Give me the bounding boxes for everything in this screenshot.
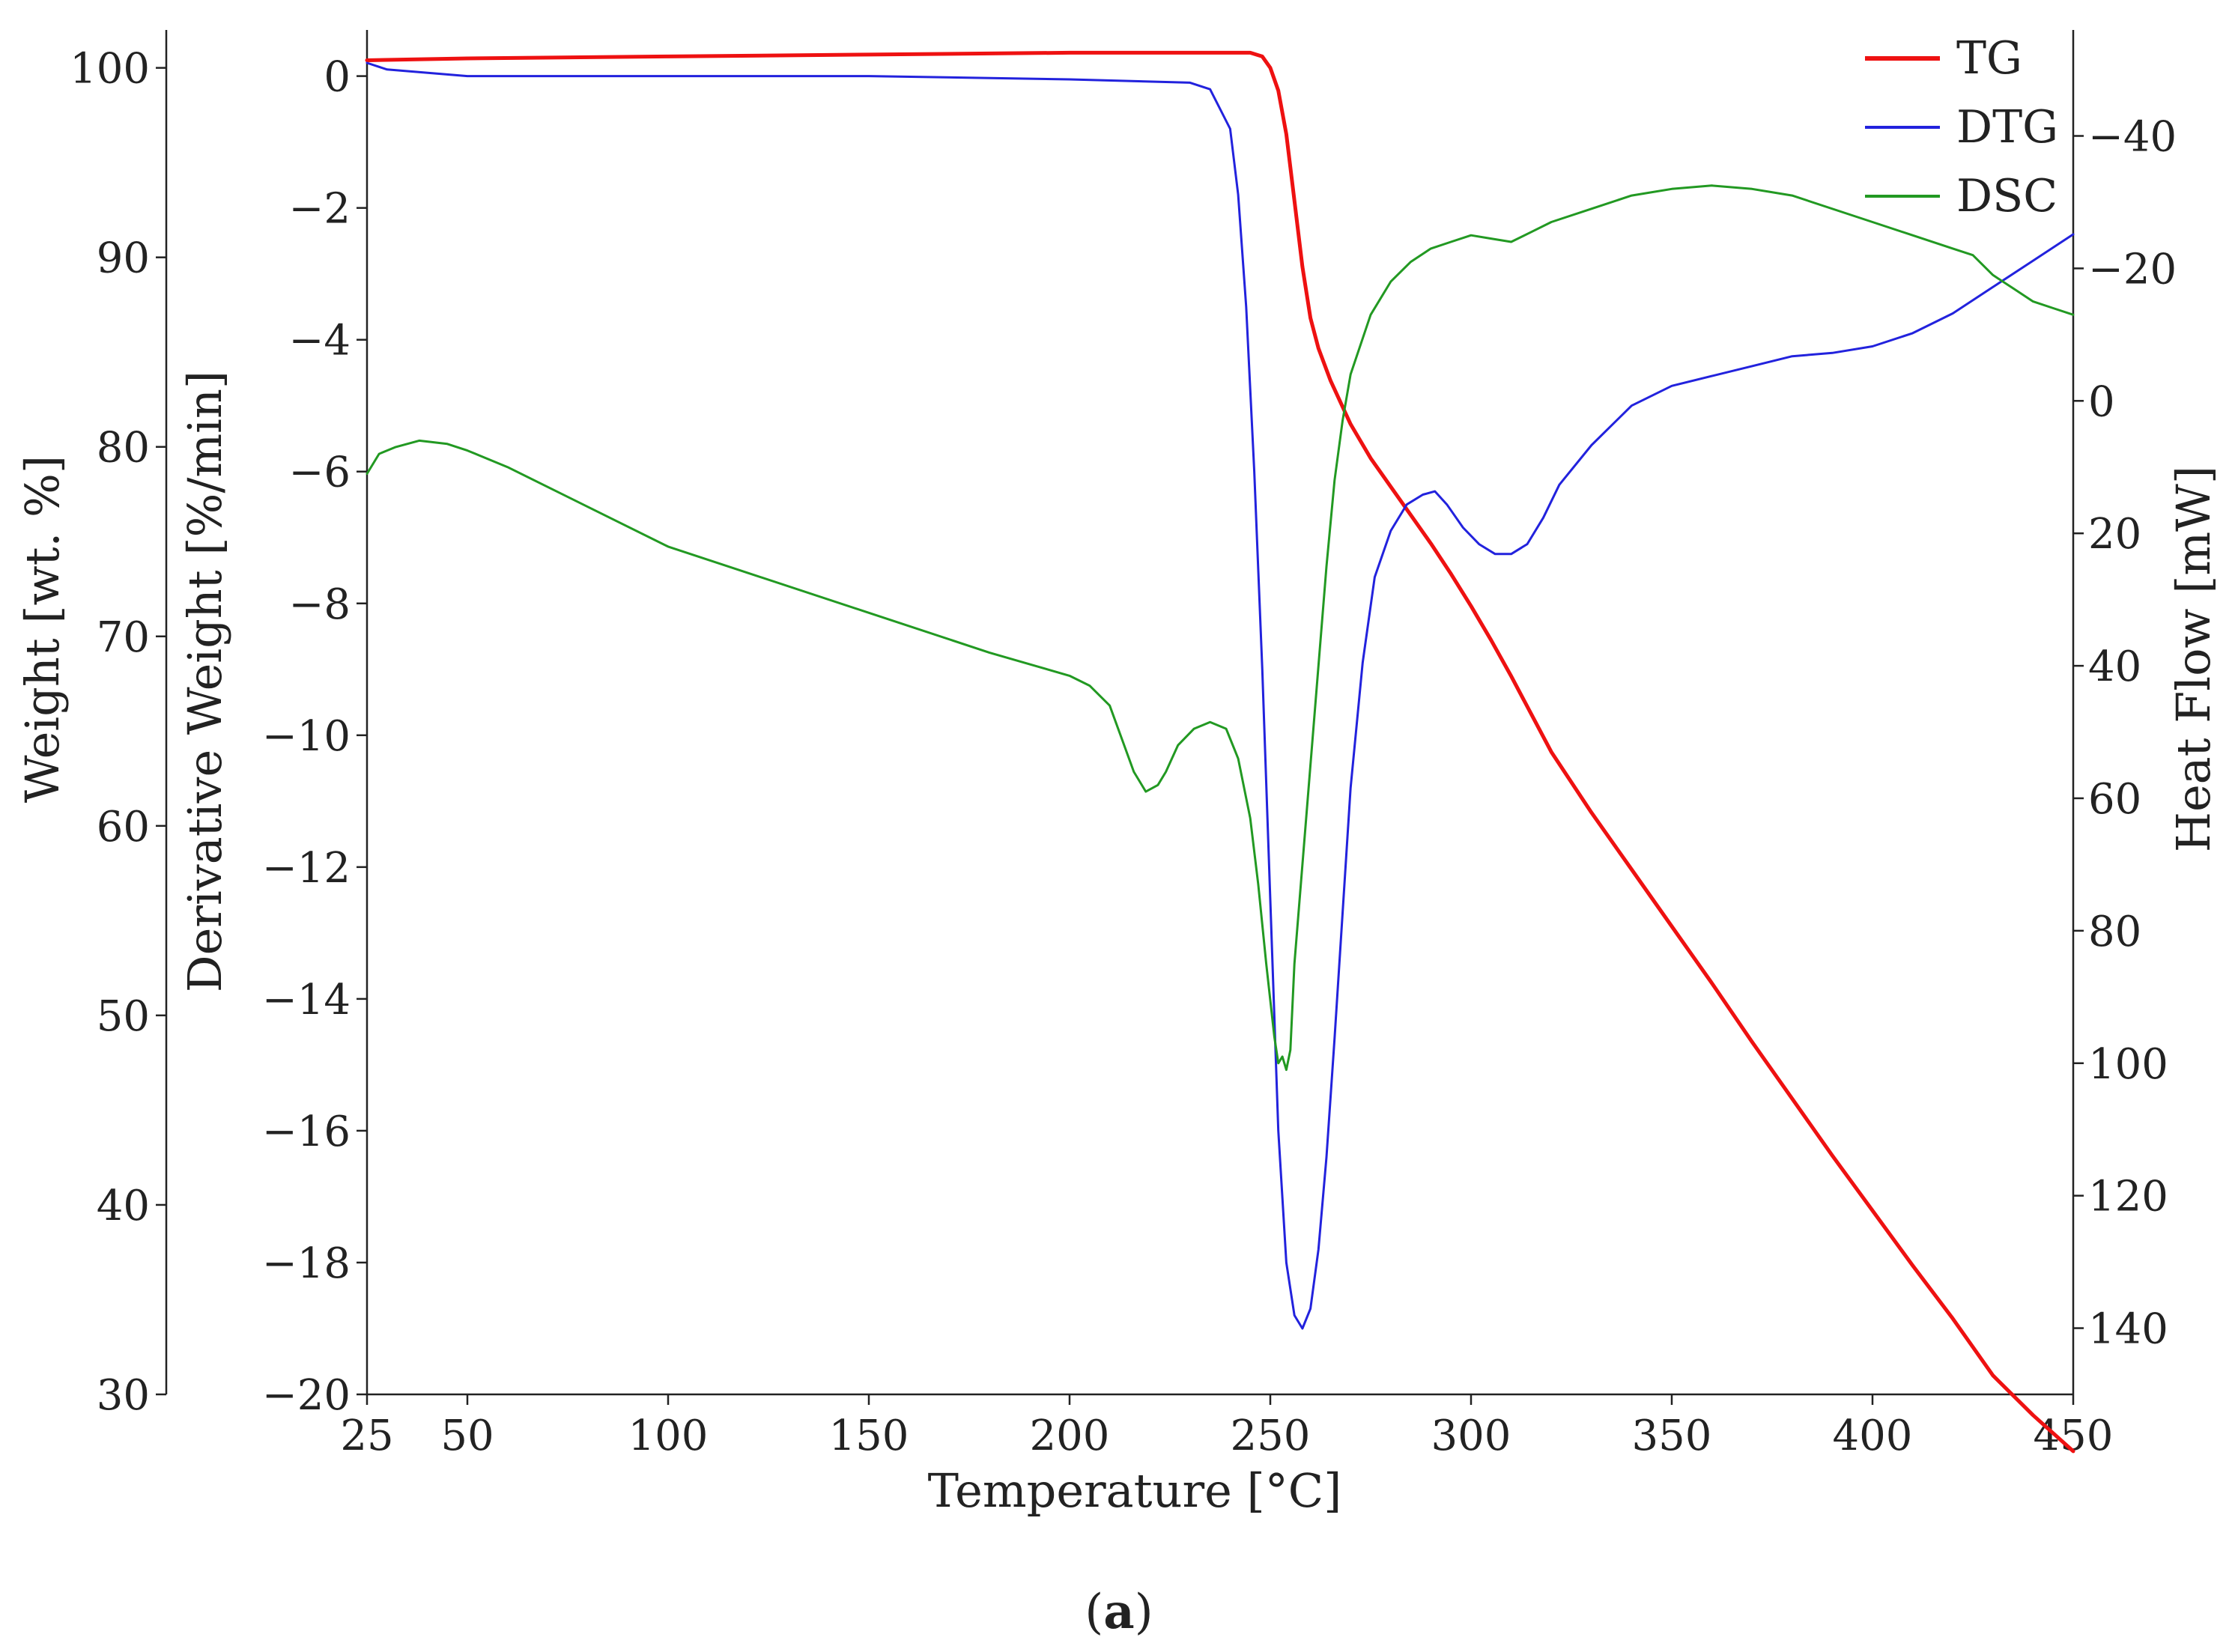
derivative-tick-label: −18 xyxy=(262,1239,351,1288)
series-line-dsc xyxy=(366,184,2075,1072)
series-line-tg xyxy=(365,50,2075,1454)
legend-label-dtg: DTG xyxy=(1956,101,2058,154)
heatflow-axis-title: Heat Flow [mW] xyxy=(2166,466,2221,852)
x-tick-label: 50 xyxy=(440,1412,494,1460)
heatflow-tick-label: 140 xyxy=(2088,1305,2168,1354)
weight-tick-label: 60 xyxy=(97,803,150,851)
heatflow-tick-label: −20 xyxy=(2088,245,2177,294)
derivative-tick-label: 0 xyxy=(324,53,351,102)
heatflow-tick-label: 100 xyxy=(2088,1040,2168,1089)
legend-label-tg: TG xyxy=(1956,32,2022,85)
axes-layer: 25 50 100 150 200 250 300 350 400 450304050607080… xyxy=(70,30,2177,1460)
caption-letter: a xyxy=(1103,1584,1134,1640)
derivative-tick-label: −6 xyxy=(288,449,351,497)
x-tick-label: 350 xyxy=(1632,1412,1712,1460)
weight-tick-label: 80 xyxy=(97,424,150,473)
weight-tick-label: 90 xyxy=(97,234,150,283)
heatflow-tick-label: 60 xyxy=(2088,775,2141,824)
x-tick-label: 300 xyxy=(1431,1412,1511,1460)
weight-tick-label: 40 xyxy=(97,1182,150,1230)
x-tick-label: 25 xyxy=(340,1412,393,1460)
x-tick-label: 100 xyxy=(628,1412,709,1460)
heatflow-tick-label: 0 xyxy=(2088,377,2115,426)
heatflow-tick-label: 120 xyxy=(2088,1173,2168,1221)
caption-open: ( xyxy=(1085,1585,1103,1640)
x-tick-label: 150 xyxy=(829,1412,909,1460)
weight-tick-label: 100 xyxy=(70,45,150,94)
derivative-tick-label: −10 xyxy=(262,712,351,761)
derivative-tick-label: −16 xyxy=(262,1108,351,1156)
figure-caption: (a) xyxy=(1085,1584,1153,1640)
legend-label-dsc: DSC xyxy=(1956,170,2057,222)
derivative-tick-label: −2 xyxy=(288,185,351,234)
x-tick-label: 250 xyxy=(1231,1412,1311,1460)
derivative-tick-label: −14 xyxy=(262,976,351,1024)
derivative-tick-label: −12 xyxy=(262,844,351,893)
derivative-axis-title: Derivative Weight [%/min] xyxy=(178,371,232,992)
weight-tick-label: 30 xyxy=(97,1371,150,1420)
caption-close: ) xyxy=(1135,1585,1153,1640)
derivative-tick-label: −8 xyxy=(288,580,351,629)
heatflow-tick-label: −40 xyxy=(2088,113,2177,162)
derivative-tick-label: −20 xyxy=(262,1371,351,1420)
x-tick-label: 400 xyxy=(1833,1412,1913,1460)
plot-layer xyxy=(365,50,2075,1454)
weight-axis-title: Weight [wt. %] xyxy=(15,455,70,803)
legend: TG DTG DSC xyxy=(1865,32,2058,222)
heatflow-tick-label: 40 xyxy=(2088,643,2141,691)
series-line-dtg xyxy=(366,61,2075,1330)
weight-tick-label: 50 xyxy=(97,992,150,1041)
weight-tick-label: 70 xyxy=(97,613,150,662)
heatflow-tick-label: 20 xyxy=(2088,510,2141,559)
x-axis-title: Temperature [°C] xyxy=(928,1463,1342,1518)
heatflow-tick-label: 80 xyxy=(2088,908,2141,956)
derivative-tick-label: −4 xyxy=(288,317,351,365)
x-tick-label: 200 xyxy=(1030,1412,1110,1460)
